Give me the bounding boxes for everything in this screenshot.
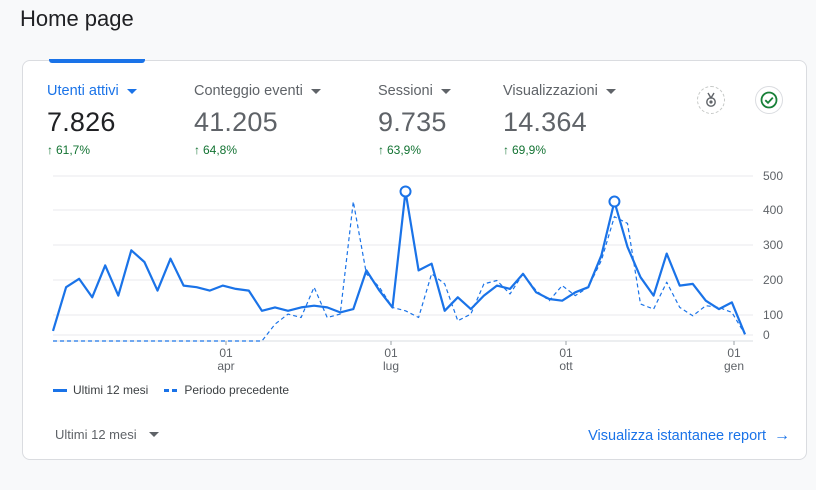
- date-range-label: Ultimi 12 mesi: [55, 427, 137, 442]
- legend-swatch-dashed: [164, 388, 179, 392]
- page-title: Home page: [20, 6, 134, 31]
- caret-down-icon[interactable]: [126, 88, 137, 94]
- metric-change: ↑ 64,8%: [194, 143, 321, 157]
- metric-tab-event-count[interactable]: Conteggio eventi 41.205 ↑ 64,8%: [194, 83, 321, 157]
- metric-value: 41.205: [194, 107, 278, 137]
- x-tick-month: gen: [724, 359, 744, 373]
- insights-medal-icon[interactable]: [697, 86, 725, 114]
- metric-value: 9.735: [378, 107, 447, 137]
- metric-label: Conteggio eventi: [194, 83, 303, 99]
- view-snapshot-report-link[interactable]: Visualizza istantanee report →: [588, 427, 790, 445]
- series-current-period-line: [51, 190, 747, 335]
- metric-change-value: 69,9%: [512, 143, 547, 157]
- chart-markers: [399, 185, 621, 208]
- y-tick-label: 400: [763, 203, 783, 217]
- check-circle-icon[interactable]: [755, 86, 783, 114]
- legend-label: Periodo precedente: [184, 383, 290, 397]
- metric-tab-active-users[interactable]: Utenti attivi 7.826 ↑ 61,7%: [47, 83, 137, 157]
- peak-marker: [608, 195, 621, 208]
- y-tick-label: 500: [763, 169, 783, 183]
- metric-change-value: 64,8%: [203, 143, 238, 157]
- arrow-up-icon: ↑: [378, 143, 384, 157]
- date-range-dropdown[interactable]: Ultimi 12 mesi: [55, 427, 159, 442]
- legend-item-current: Ultimi 12 mesi: [53, 383, 148, 397]
- metric-change: ↑ 61,7%: [47, 143, 137, 157]
- caret-down-icon[interactable]: [605, 88, 616, 94]
- x-tick-day: 01: [727, 346, 741, 360]
- x-tick-day: 01: [219, 346, 233, 360]
- metric-change: ↑ 63,9%: [378, 143, 451, 157]
- legend-item-previous: Periodo precedente: [164, 383, 289, 397]
- metric-change-value: 63,9%: [387, 143, 422, 157]
- report-link-label: Visualizza istantanee report: [588, 428, 766, 444]
- x-tick-month: ott: [559, 359, 573, 373]
- arrow-up-icon: ↑: [47, 143, 53, 157]
- metric-change: ↑ 69,9%: [503, 143, 616, 157]
- peak-marker: [399, 185, 412, 198]
- caret-down-icon: [148, 432, 159, 437]
- metric-value: 7.826: [47, 107, 116, 137]
- chart-series: [51, 190, 747, 342]
- legend-swatch-solid: [53, 388, 67, 392]
- arrow-up-icon: ↑: [503, 143, 509, 157]
- y-tick-label: 300: [763, 238, 783, 252]
- metric-label: Visualizzazioni: [503, 83, 598, 99]
- series-previous-period-line: [53, 200, 746, 342]
- metric-tab-sessions[interactable]: Sessioni 9.735 ↑ 63,9%: [378, 83, 451, 157]
- metric-label: Utenti attivi: [47, 83, 119, 99]
- arrow-right-icon: →: [774, 427, 790, 444]
- metric-tab-views[interactable]: Visualizzazioni 14.364 ↑ 69,9%: [503, 83, 616, 157]
- chart-grid: [53, 175, 753, 342]
- y-tick-label: 0: [763, 328, 770, 342]
- metric-value: 14.364: [503, 107, 587, 137]
- active-tab-indicator: [49, 59, 145, 63]
- y-axis-ticks: 500 400 300 200 100 0: [763, 169, 783, 342]
- metric-label: Sessioni: [378, 83, 433, 99]
- x-tick-month: apr: [217, 359, 234, 373]
- caret-down-icon[interactable]: [440, 88, 451, 94]
- y-tick-label: 100: [763, 308, 783, 322]
- legend-label: Ultimi 12 mesi: [73, 383, 149, 397]
- x-tick-month: lug: [383, 359, 399, 373]
- caret-down-icon[interactable]: [310, 88, 321, 94]
- arrow-up-icon: ↑: [194, 143, 200, 157]
- metric-change-value: 61,7%: [56, 143, 91, 157]
- y-tick-label: 200: [763, 273, 783, 287]
- x-tick-day: 01: [559, 346, 573, 360]
- chart-legend: Ultimi 12 mesi Periodo precedente: [53, 383, 305, 397]
- overview-card: Utenti attivi 7.826 ↑ 61,7% Conteggio eve…: [22, 59, 807, 460]
- x-tick-day: 01: [384, 346, 398, 360]
